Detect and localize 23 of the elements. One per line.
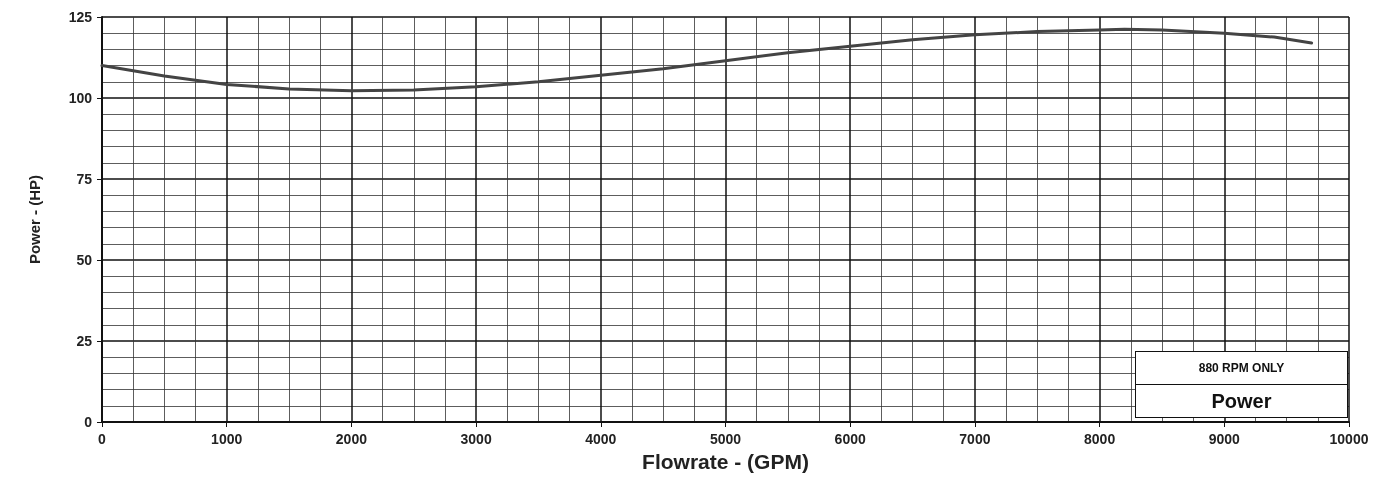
x-tick-label: 7000	[959, 431, 991, 447]
y-tick-label: 100	[68, 90, 93, 106]
x-tick-label: 9000	[1208, 431, 1241, 447]
x-tick-label: 6000	[834, 431, 866, 447]
x-tick-label: 3000	[460, 431, 492, 447]
annotation: Power	[1211, 389, 1272, 413]
x-axis-title: Flowrate - (GPM)	[642, 449, 809, 473]
y-tick-label: 50	[76, 252, 93, 268]
x-tick-label: 1000	[211, 431, 243, 447]
x-tick-label: 4000	[585, 431, 617, 447]
x-tick-label: 2000	[335, 431, 368, 447]
y-tick-label: 75	[76, 171, 93, 187]
y-axis-title: Power - (HP)	[26, 174, 43, 265]
y-tick-label: 25	[76, 333, 93, 349]
x-tick-label: 5000	[709, 431, 742, 447]
y-tick-label: 0	[84, 414, 93, 430]
annotation: 880 RPM ONLY	[1198, 361, 1285, 375]
y-tick-label: 125	[68, 9, 93, 25]
x-tick-label: 8000	[1084, 431, 1116, 447]
line-series	[100, 27, 1314, 93]
x-tick-label: 10000	[1329, 431, 1369, 447]
note-box: 880 RPM ONLY Power	[1135, 351, 1348, 418]
x-tick-label: 0	[98, 431, 107, 447]
